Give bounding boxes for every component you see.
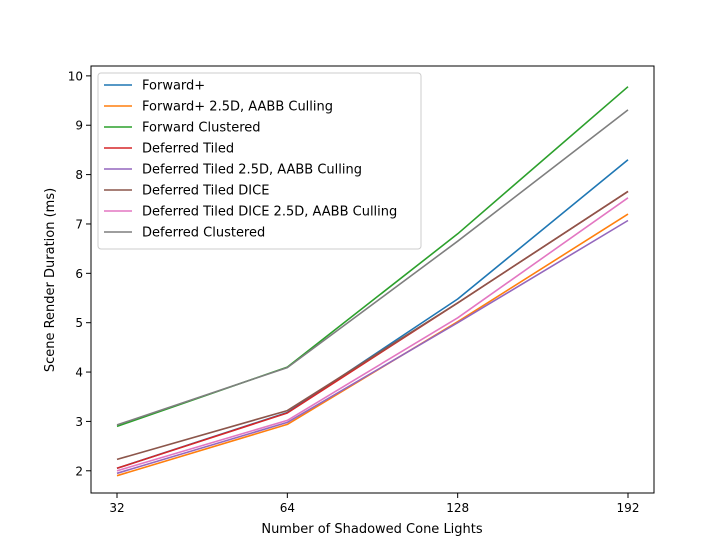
y-tick-label: 6: [75, 267, 83, 281]
legend-label: Deferred Tiled: [142, 142, 234, 157]
series-line-7: [116, 197, 629, 472]
y-tick-label: 8: [75, 168, 83, 182]
legend-label: Deferred Clustered: [142, 226, 265, 241]
y-tick-label: 3: [75, 415, 83, 429]
x-axis-label: Number of Shadowed Cone Lights: [261, 522, 483, 537]
legend-label: Deferred Tiled DICE 2.5D, AABB Culling: [142, 205, 397, 220]
x-tick-label: 192: [617, 501, 640, 515]
legend: Forward+ Forward+ 2.5D, AABB Culling Forwa…: [97, 72, 422, 250]
y-tick-label: 7: [75, 217, 83, 231]
y-axis: 2 3 4 5 6 7 8 9 10: [68, 69, 91, 478]
legend-label: Forward+ 2.5D, AABB Culling: [142, 100, 333, 115]
y-tick-label: 10: [68, 69, 83, 83]
series-line-5: [116, 219, 629, 475]
x-axis: 32 64 128 192: [109, 493, 639, 515]
y-axis-label: Scene Render Duration (ms): [43, 188, 58, 372]
series-group: [116, 86, 629, 477]
y-tick-label: 9: [75, 119, 83, 133]
x-tick-label: 64: [280, 501, 295, 515]
y-tick-label: 4: [75, 366, 83, 380]
legend-label: Forward+: [142, 79, 205, 94]
x-tick-label: 128: [446, 501, 469, 515]
legend-label: Forward Clustered: [142, 121, 261, 136]
legend-label: Deferred Tiled DICE: [142, 184, 269, 199]
y-tick-label: 2: [75, 464, 83, 478]
series-line-8: [116, 109, 629, 426]
series-line-6: [116, 190, 629, 461]
legend-label: Deferred Tiled 2.5D, AABB Culling: [142, 163, 362, 178]
y-tick-label: 5: [75, 316, 83, 330]
x-tick-label: 32: [109, 501, 124, 515]
legend-box: [97, 72, 422, 250]
